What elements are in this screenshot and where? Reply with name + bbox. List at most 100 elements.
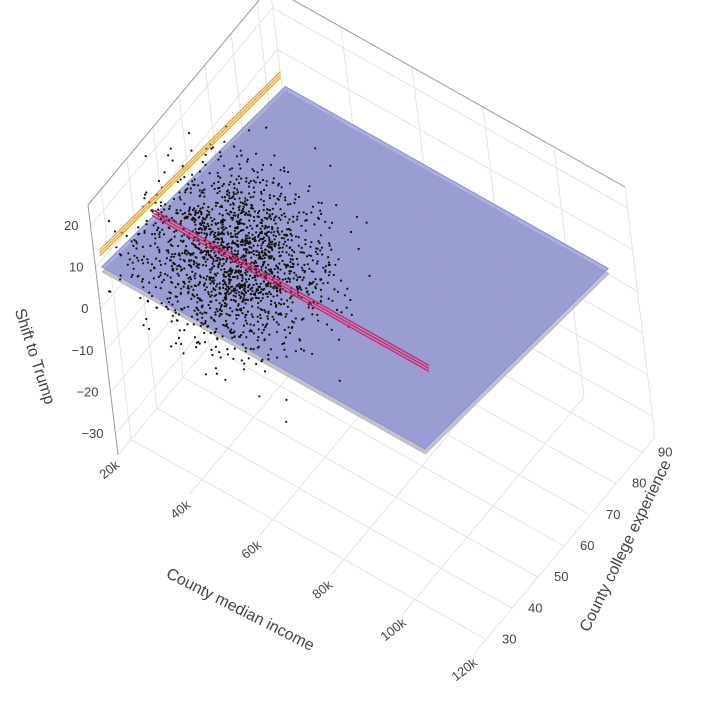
data-point bbox=[357, 247, 360, 250]
data-point bbox=[229, 267, 232, 270]
data-point bbox=[142, 324, 145, 327]
data-point bbox=[210, 268, 213, 271]
data-point bbox=[327, 261, 331, 264]
data-point bbox=[183, 260, 186, 263]
data-point bbox=[244, 319, 247, 322]
data-point bbox=[305, 287, 308, 290]
data-point bbox=[226, 200, 230, 203]
data-point bbox=[176, 300, 179, 303]
data-point bbox=[265, 211, 268, 215]
data-point bbox=[166, 274, 169, 277]
data-point bbox=[231, 310, 234, 313]
data-point bbox=[163, 208, 166, 211]
data-point bbox=[301, 251, 304, 254]
data-point bbox=[154, 242, 157, 245]
data-point bbox=[232, 214, 235, 217]
data-point bbox=[229, 307, 232, 310]
data-point bbox=[178, 264, 181, 267]
data-point bbox=[160, 302, 163, 305]
data-point bbox=[221, 214, 224, 217]
data-point bbox=[153, 232, 156, 236]
data-point bbox=[230, 270, 234, 273]
data-point bbox=[278, 247, 281, 250]
data-point bbox=[209, 307, 212, 310]
data-point bbox=[235, 226, 238, 229]
data-point bbox=[246, 270, 249, 273]
data-point bbox=[338, 379, 341, 382]
data-point bbox=[249, 288, 252, 291]
data-point bbox=[315, 247, 318, 250]
data-point bbox=[252, 195, 255, 198]
data-point bbox=[222, 164, 226, 167]
data-point bbox=[256, 224, 259, 227]
data-point bbox=[300, 347, 303, 351]
data-point bbox=[229, 232, 232, 235]
data-point bbox=[223, 140, 226, 143]
data-point bbox=[252, 253, 255, 256]
data-point bbox=[180, 342, 183, 346]
data-point bbox=[258, 251, 261, 254]
data-point bbox=[222, 182, 225, 186]
data-point bbox=[255, 290, 258, 293]
data-point bbox=[153, 266, 156, 269]
data-point bbox=[285, 228, 289, 231]
data-point bbox=[251, 237, 254, 241]
data-point bbox=[202, 202, 206, 205]
data-point bbox=[214, 231, 217, 234]
data-point bbox=[217, 231, 220, 234]
data-point bbox=[195, 346, 198, 349]
data-point bbox=[194, 228, 197, 231]
data-point bbox=[271, 226, 274, 229]
data-point bbox=[233, 197, 236, 201]
data-point bbox=[266, 315, 269, 318]
data-point bbox=[262, 200, 265, 203]
data-point bbox=[277, 323, 280, 326]
data-point bbox=[203, 226, 206, 229]
data-point bbox=[255, 231, 258, 234]
data-point bbox=[250, 299, 253, 302]
data-point bbox=[314, 147, 317, 150]
data-point bbox=[261, 163, 265, 167]
data-point bbox=[226, 289, 229, 292]
data-point bbox=[226, 348, 229, 351]
z-tick-label: 20 bbox=[64, 218, 78, 233]
data-point bbox=[299, 275, 302, 279]
data-point bbox=[249, 214, 252, 217]
data-point bbox=[245, 180, 248, 183]
data-point bbox=[295, 257, 299, 260]
data-point bbox=[322, 282, 325, 285]
data-point bbox=[164, 272, 167, 276]
data-point bbox=[207, 224, 210, 228]
data-point bbox=[286, 299, 289, 302]
data-point bbox=[271, 213, 274, 216]
data-point bbox=[249, 196, 252, 199]
data-point bbox=[248, 182, 251, 185]
data-point bbox=[234, 214, 237, 217]
data-point bbox=[271, 315, 274, 318]
data-point bbox=[293, 271, 296, 274]
data-point bbox=[311, 307, 314, 310]
data-point bbox=[253, 274, 256, 277]
data-point bbox=[246, 310, 249, 313]
data-point bbox=[251, 305, 254, 308]
data-point bbox=[231, 235, 235, 238]
data-point bbox=[197, 232, 200, 235]
data-point bbox=[275, 215, 278, 218]
data-point bbox=[365, 221, 368, 224]
data-point bbox=[290, 234, 293, 237]
data-point bbox=[199, 207, 202, 210]
data-point bbox=[189, 254, 192, 257]
data-point bbox=[225, 271, 228, 274]
data-point bbox=[253, 191, 256, 194]
data-point bbox=[227, 326, 230, 329]
data-point bbox=[192, 323, 195, 326]
data-point bbox=[266, 322, 269, 325]
data-point bbox=[192, 260, 196, 263]
data-point bbox=[238, 219, 241, 222]
data-point bbox=[244, 291, 248, 294]
data-point bbox=[170, 265, 173, 268]
data-point bbox=[273, 154, 276, 157]
data-point bbox=[215, 299, 218, 302]
data-point bbox=[312, 270, 315, 273]
